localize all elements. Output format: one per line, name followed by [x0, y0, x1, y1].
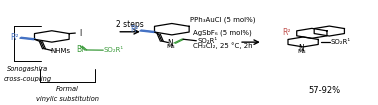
Text: R²: R²	[130, 25, 138, 34]
Text: SO₂R¹: SO₂R¹	[330, 39, 351, 45]
Text: NHMs: NHMs	[50, 48, 70, 54]
Text: R²: R²	[282, 28, 291, 37]
Text: SO₂R¹: SO₂R¹	[197, 37, 217, 44]
Text: 57-92%: 57-92%	[308, 86, 341, 95]
Text: R²: R²	[10, 33, 19, 42]
Text: Sonogashira: Sonogashira	[7, 66, 48, 72]
Text: 2 steps: 2 steps	[116, 20, 144, 29]
Text: Ms: Ms	[166, 44, 175, 49]
Text: Ms: Ms	[297, 49, 305, 54]
Text: Br: Br	[77, 45, 85, 54]
Text: SO₂R¹: SO₂R¹	[103, 47, 124, 53]
Text: vinylic substitution: vinylic substitution	[36, 96, 99, 102]
Text: CH₂Cl₂, 25 °C, 2h: CH₂Cl₂, 25 °C, 2h	[193, 42, 253, 49]
Text: I: I	[79, 29, 81, 38]
Text: N: N	[167, 39, 174, 48]
Text: PPh₃AuCl (5 mol%): PPh₃AuCl (5 mol%)	[190, 16, 256, 23]
Text: Formal: Formal	[56, 86, 79, 92]
Text: AgSbF₆ (5 mol%): AgSbF₆ (5 mol%)	[194, 30, 252, 36]
Text: cross-coupling: cross-coupling	[3, 76, 51, 82]
Text: N: N	[298, 44, 304, 53]
